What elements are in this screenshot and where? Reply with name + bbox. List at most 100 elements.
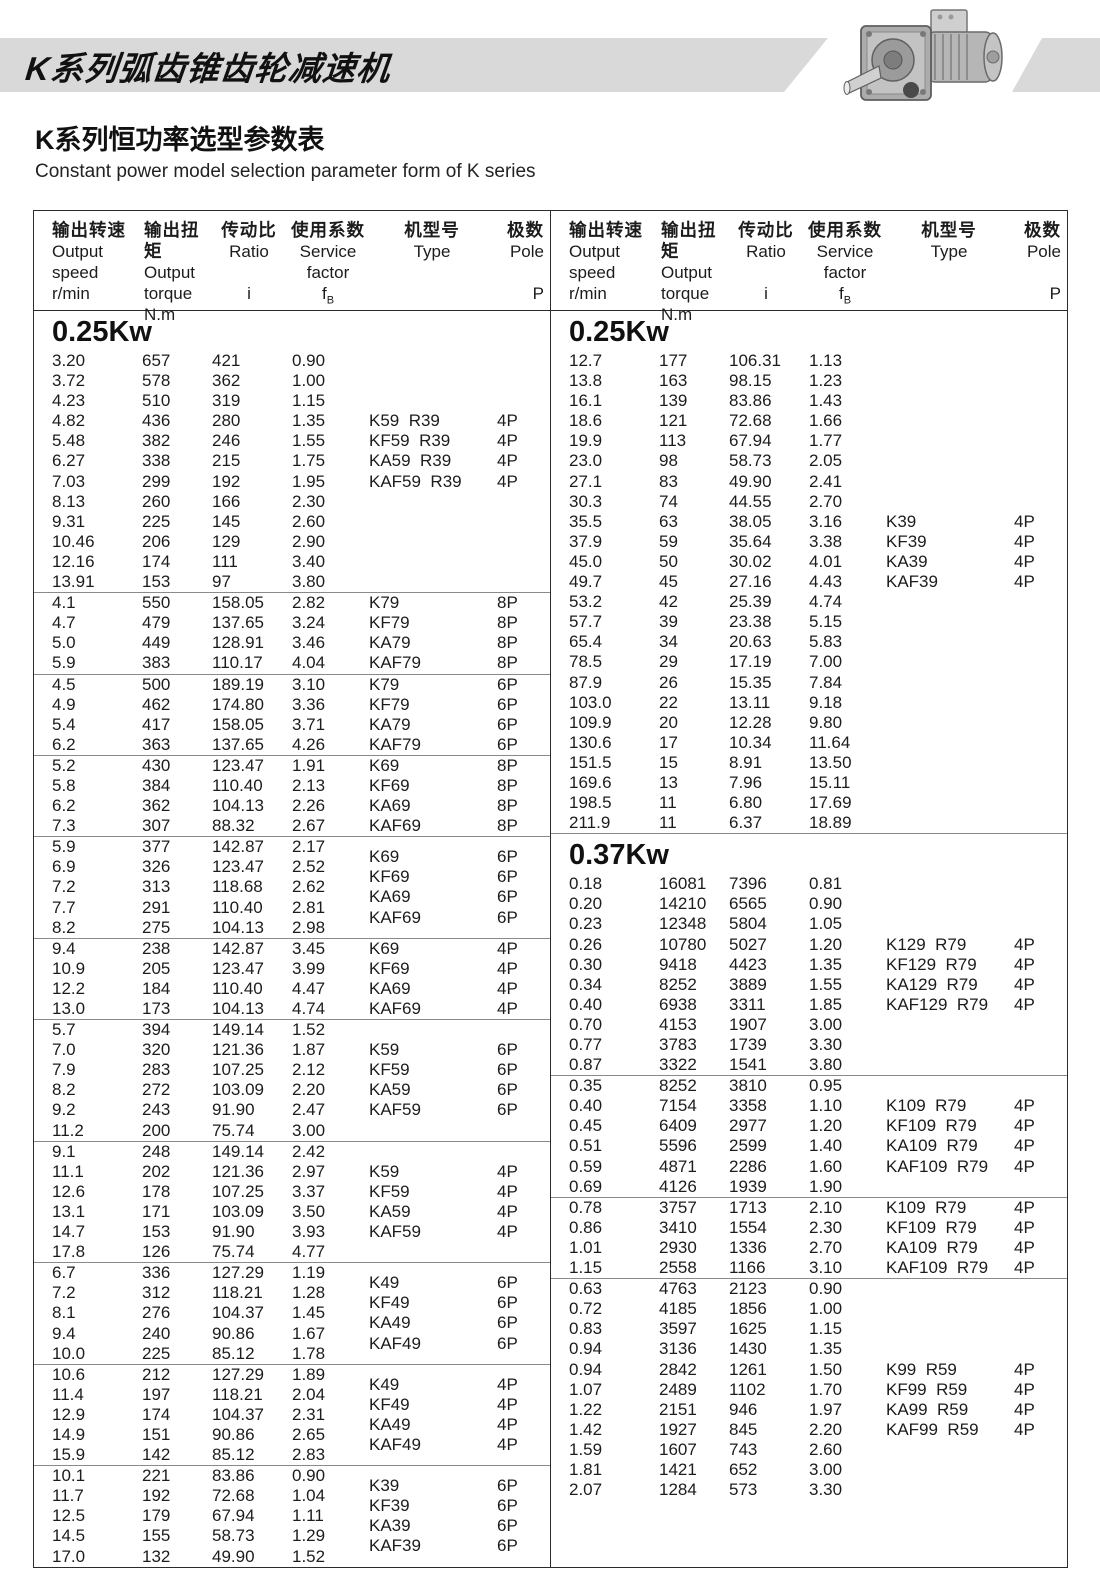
speed-cell: 0.94 (569, 1359, 603, 1379)
housing-hole (903, 82, 919, 98)
table-row: 10.6 212 127.29 1.89 (34, 1365, 550, 1385)
table-row: 5.8 384 110.40 2.13 (34, 776, 550, 796)
factor-cell: 1.52 (292, 1546, 326, 1566)
factor-cell: 2.10 (809, 1197, 843, 1217)
factor-cell: 1.20 (809, 934, 843, 954)
torque-cell: 362 (142, 796, 171, 816)
table-row: 10.46 206 129 2.90 (34, 532, 550, 552)
header-line (1007, 262, 1061, 283)
speed-cell: 13.91 (52, 572, 95, 592)
type-row: KF59 6P (369, 1060, 547, 1080)
ratio-cell: 118.68 (212, 877, 263, 897)
gear-reducer-image (843, 9, 1003, 101)
table-row: 17.0 132 49.90 1.52 (34, 1547, 550, 1567)
table-row: 4.23 510 319 1.15 (34, 391, 550, 411)
table-row: 3.20 657 421 0.90 (34, 351, 550, 371)
factor-cell: 2.26 (292, 796, 326, 816)
ratio-cell: 421 (212, 351, 241, 370)
factor-cell: 2.60 (292, 511, 326, 531)
table-row: 0.72 4185 1856 1.00 (551, 1299, 1067, 1319)
torque-cell: 74 (659, 491, 678, 511)
ratio-cell: 1713 (729, 1197, 767, 1217)
header-line (490, 262, 544, 283)
ratio-cell: 110.40 (212, 897, 263, 917)
type-list: K79 6P KF79 6P KA79 6P KAF79 6P (369, 675, 547, 755)
ratio-cell: 127.29 (212, 1364, 264, 1384)
factor-cell: 4.74 (292, 999, 326, 1018)
header-line: Output (661, 263, 713, 282)
table-row: 1.22 2151 946 1.97 (551, 1400, 1067, 1420)
torque-cell: 291 (142, 897, 171, 917)
table-row: 9.31 225 145 2.60 (34, 512, 550, 532)
type-row: KAF79 6P (369, 735, 547, 755)
speed-cell: 14.9 (52, 1424, 86, 1444)
type-row: KA69 8P (369, 796, 547, 816)
table-row: 1.15 2558 1166 3.10 (551, 1258, 1067, 1278)
table-row: 109.9 20 12.28 9.80 (551, 713, 1067, 733)
speed-cell: 11.2 (52, 1120, 84, 1140)
speed-cell: 0.23 (569, 914, 603, 934)
type-cell: KA69 (369, 796, 411, 816)
torque-cell: 2842 (659, 1359, 697, 1379)
type-cell: KF79 (369, 613, 410, 633)
table-row: 10.1 221 83.86 0.90 (34, 1466, 550, 1486)
table-row: 7.2 312 118.21 1.28 (34, 1283, 550, 1303)
ratio-cell: 104.37 (212, 1303, 264, 1323)
pole-cell: 4P (497, 1414, 518, 1434)
factor-cell: 1.20 (809, 1116, 843, 1136)
speed-cell: 0.20 (569, 894, 603, 914)
data-group: 5.2 430 123.47 1.91 5.8 384 110.40 2.13 6.2 362 10… (34, 756, 550, 838)
torque-cell: 3783 (659, 1035, 697, 1054)
pole-cell: 4P (1014, 1217, 1035, 1237)
ratio-cell: 362 (212, 371, 241, 391)
torque-cell: 4126 (659, 1176, 697, 1196)
torque-cell: 225 (142, 511, 171, 531)
factor-cell: 3.80 (809, 1055, 843, 1075)
pole-cell: 6P (497, 1496, 518, 1516)
torque-cell: 479 (142, 613, 171, 633)
speed-cell: 5.9 (52, 837, 76, 857)
torque-cell: 384 (142, 775, 171, 795)
torque-cell: 510 (142, 391, 171, 411)
factor-cell: 4.04 (292, 653, 326, 673)
ratio-cell: 13.11 (729, 692, 771, 712)
ratio-cell: 104.13 (212, 917, 264, 937)
type-cell: KA99 R59 (886, 1399, 969, 1419)
speed-cell: 14.5 (52, 1526, 86, 1546)
table-row: 12.9 174 104.37 2.31 (34, 1405, 550, 1425)
torque-cell: 1927 (659, 1419, 697, 1439)
column-header: 传动比 Ratio i (733, 220, 799, 325)
speed-cell: 7.2 (52, 877, 76, 897)
table-row: 7.9 283 107.25 2.12 (34, 1060, 550, 1080)
torque-cell: 7154 (659, 1096, 697, 1116)
factor-cell: 1.11 (292, 1506, 324, 1526)
speed-cell: 3.20 (52, 351, 86, 370)
factor-cell: 3.24 (292, 613, 326, 633)
type-list: K69 4P KF69 4P KA69 4P KAF69 4P (369, 939, 547, 1019)
ratio-cell: 1166 (729, 1258, 766, 1278)
type-row: KAF69 4P (369, 999, 547, 1019)
ratio-cell: 49.90 (212, 1546, 255, 1566)
type-row: KF49 6P (369, 1293, 547, 1313)
speed-cell: 1.15 (569, 1258, 603, 1278)
ratio-cell: 91.90 (212, 1222, 255, 1242)
table-row: 15.9 142 85.12 2.83 (34, 1445, 550, 1465)
speed-cell: 9.2 (52, 1100, 76, 1120)
type-cell: K79 (369, 674, 400, 694)
speed-cell: 0.26 (569, 934, 603, 954)
pole-cell: 4P (1014, 974, 1035, 994)
speed-cell: 6.7 (52, 1263, 76, 1283)
factor-cell: 1.77 (809, 431, 843, 451)
header-line: factor (823, 263, 867, 282)
type-cell: KF39 (369, 1496, 410, 1516)
speed-cell: 13.0 (52, 999, 86, 1018)
pole-cell: 6P (497, 714, 518, 734)
header-line: Pole (1026, 242, 1061, 261)
table-row: 14.5 155 58.73 1.29 (34, 1526, 550, 1546)
torque-cell: 184 (142, 978, 171, 998)
factor-cell: 9.80 (809, 712, 843, 732)
factor-cell: 3.30 (809, 1035, 843, 1054)
torque-cell: 1607 (659, 1439, 697, 1459)
torque-cell: 178 (142, 1181, 171, 1201)
type-list: K39 4P KF39 4P KA39 4P KAF39 4P (886, 512, 1064, 592)
